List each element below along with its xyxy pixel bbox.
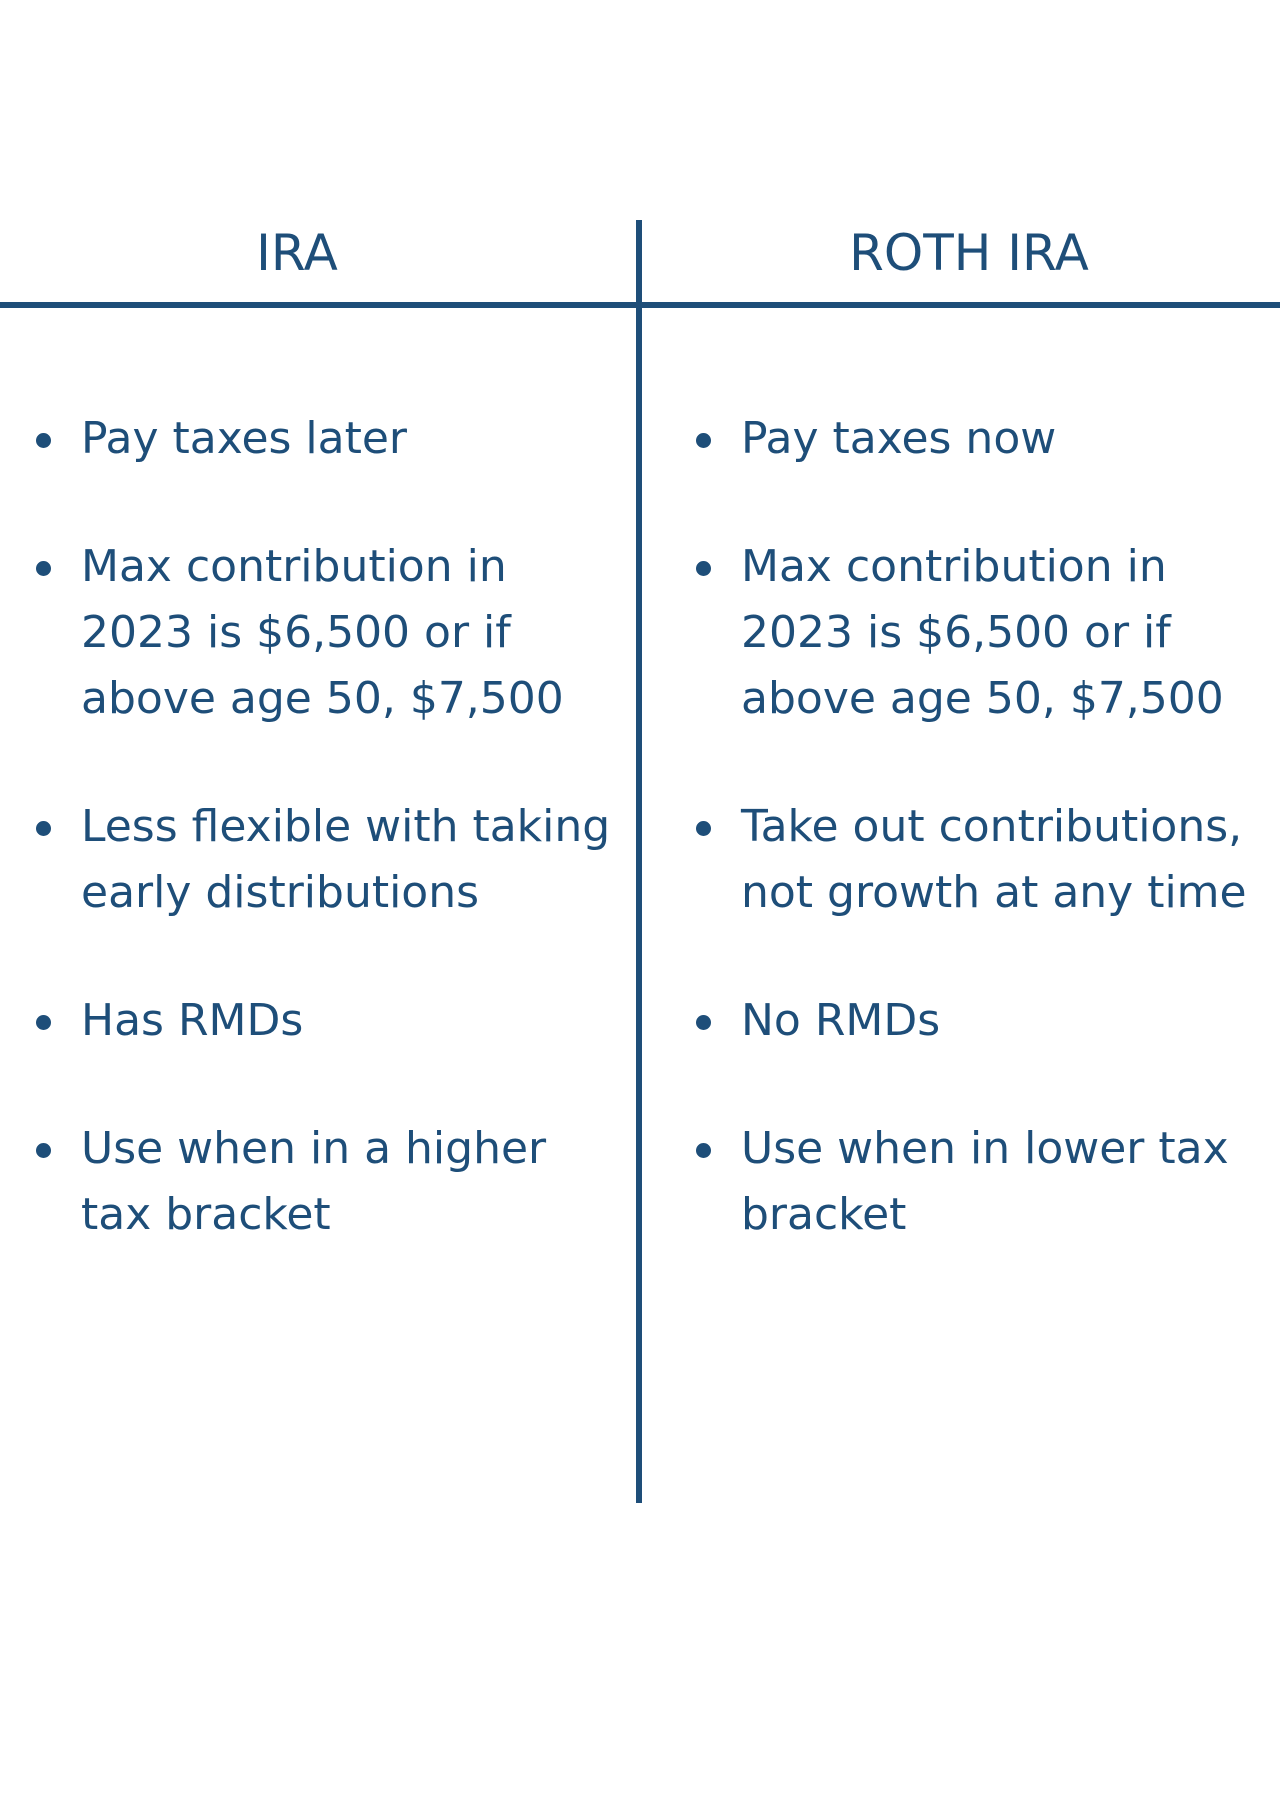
list-item-text: Less flexible with taking early distribu…: [81, 801, 611, 918]
list-item-text: Pay taxes later: [81, 413, 408, 464]
list-item-text: Max contribution in 2023 is $6,500 or if…: [741, 541, 1224, 724]
ira-column-title: IRA: [256, 224, 338, 282]
list-item: No RMDs: [696, 988, 1280, 1054]
list-item: Less flexible with taking early distribu…: [36, 794, 616, 926]
list-item: Pay taxes now: [696, 406, 1280, 472]
bullet-icon: [696, 1015, 711, 1030]
bullet-icon: [696, 561, 711, 576]
list-item: Take out contributions, not growth at an…: [696, 794, 1280, 926]
list-item: Max contribution in 2023 is $6,500 or if…: [36, 534, 616, 732]
list-item: Pay taxes later: [36, 406, 616, 472]
bullet-icon: [696, 433, 711, 448]
list-item-text: Pay taxes now: [741, 413, 1057, 464]
list-item-text: Use when in lower tax bracket: [741, 1123, 1229, 1240]
column-divider: [636, 220, 642, 1503]
list-item: Max contribution in 2023 is $6,500 or if…: [696, 534, 1280, 732]
list-item-text: No RMDs: [741, 995, 941, 1046]
roth-ira-column-title: ROTH IRA: [849, 224, 1089, 282]
bullet-icon: [696, 821, 711, 836]
bullet-icon: [36, 1015, 51, 1030]
list-item-text: Max contribution in 2023 is $6,500 or if…: [81, 541, 564, 724]
roth-ira-features-list: Pay taxes now Max contribution in 2023 i…: [696, 406, 1280, 1310]
ira-features-list: Pay taxes later Max contribution in 2023…: [36, 406, 616, 1310]
bullet-icon: [36, 561, 51, 576]
bullet-icon: [36, 433, 51, 448]
list-item-text: Take out contributions, not growth at an…: [741, 801, 1247, 918]
list-item-text: Use when in a higher tax bracket: [81, 1123, 547, 1240]
bullet-icon: [36, 1143, 51, 1158]
bullet-icon: [36, 821, 51, 836]
bullet-icon: [696, 1143, 711, 1158]
list-item-text: Has RMDs: [81, 995, 304, 1046]
list-item: Has RMDs: [36, 988, 616, 1054]
list-item: Use when in a higher tax bracket: [36, 1116, 616, 1248]
list-item: Use when in lower tax bracket: [696, 1116, 1280, 1248]
